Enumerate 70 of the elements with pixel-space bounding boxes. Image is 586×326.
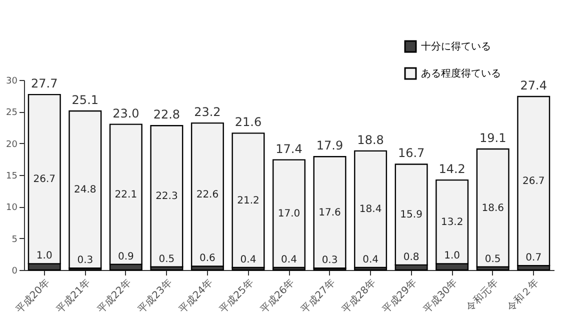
data-label: 26.7 <box>33 174 56 186</box>
x-tick-label: 平成21年 <box>54 276 93 316</box>
bar <box>476 148 510 268</box>
data-label: 13.2 <box>440 216 464 228</box>
x-tick-label: 平成22年 <box>95 276 134 316</box>
bar <box>272 159 306 268</box>
x-tick-label: 令和元年 <box>464 276 501 314</box>
data-label: 0.4 <box>281 254 297 266</box>
total-label: 18.8 <box>357 132 384 147</box>
bar <box>354 150 388 268</box>
bar <box>313 156 346 269</box>
x-tick-label: 平成27年 <box>298 276 338 316</box>
total-label: 27.7 <box>31 76 58 91</box>
total-label: 22.8 <box>153 108 180 122</box>
data-label: 24.8 <box>74 184 96 196</box>
data-label: 22.6 <box>196 190 219 201</box>
x-tick-label: 平成28年 <box>340 276 378 316</box>
data-label: 17.6 <box>318 207 341 218</box>
x-tick-label: 平成29年 <box>380 276 420 316</box>
total-label: 14.2 <box>438 162 466 176</box>
data-label: 26.7 <box>522 176 545 188</box>
total-label: 21.6 <box>234 115 262 130</box>
y-tick-label: 30 <box>6 76 18 86</box>
data-label: 1.0 <box>36 250 52 262</box>
total-label: 16.7 <box>398 146 425 160</box>
data-label: 18.4 <box>359 204 382 216</box>
total-label: 17.9 <box>316 138 344 153</box>
bar <box>68 110 102 269</box>
y-tick-label: 25 <box>6 108 18 118</box>
y-tick-label: 5 <box>12 234 18 245</box>
data-label: 0.4 <box>362 254 378 266</box>
data-label: 1.0 <box>444 250 460 262</box>
data-label: 0.4 <box>240 254 256 266</box>
y-tick-label: 10 <box>6 203 18 214</box>
x-tick-label: 平成23年 <box>136 276 174 316</box>
total-label: 19.1 <box>479 131 506 146</box>
data-label: 0.7 <box>526 252 542 264</box>
x-tick-label: 平成26年 <box>258 276 297 316</box>
x-tick-label: 令和２年 <box>504 276 542 314</box>
data-label: 0.9 <box>118 251 134 262</box>
y-tick-label: 20 <box>6 140 18 150</box>
data-label: 0.3 <box>77 255 94 266</box>
x-tick-label: 平成25年 <box>217 276 256 316</box>
bar <box>190 122 224 267</box>
data-label: 15.9 <box>400 210 422 221</box>
total-label: 25.1 <box>72 93 99 108</box>
total-label: 17.4 <box>276 142 302 156</box>
total-label: 23.2 <box>194 105 221 120</box>
x-tick-label: 平成24年 <box>176 276 216 316</box>
y-tick-label: 0 <box>12 266 18 276</box>
bar <box>232 132 265 268</box>
data-label: 0.5 <box>158 254 175 265</box>
x-tick-label: 平成20年 <box>13 276 52 316</box>
x-tick-label: 平成30年 <box>421 276 460 316</box>
bar <box>517 96 550 266</box>
legend-label: ある程度得ている <box>421 68 501 80</box>
legend-label: 十分に得ている <box>421 40 491 52</box>
data-label: 0.5 <box>484 254 501 265</box>
data-label: 18.6 <box>482 202 504 214</box>
data-label: 17.0 <box>278 208 300 220</box>
data-label: 0.6 <box>200 253 216 264</box>
total-label: 23.0 <box>112 106 140 120</box>
data-label: 21.2 <box>237 195 260 206</box>
data-label: 22.3 <box>156 191 178 202</box>
bar <box>150 125 184 268</box>
data-label: 0.8 <box>403 252 420 263</box>
data-label: 22.1 <box>114 189 138 200</box>
data-label: 0.3 <box>322 255 338 266</box>
total-label: 27.4 <box>520 78 547 92</box>
y-tick-label: 15 <box>6 172 18 182</box>
